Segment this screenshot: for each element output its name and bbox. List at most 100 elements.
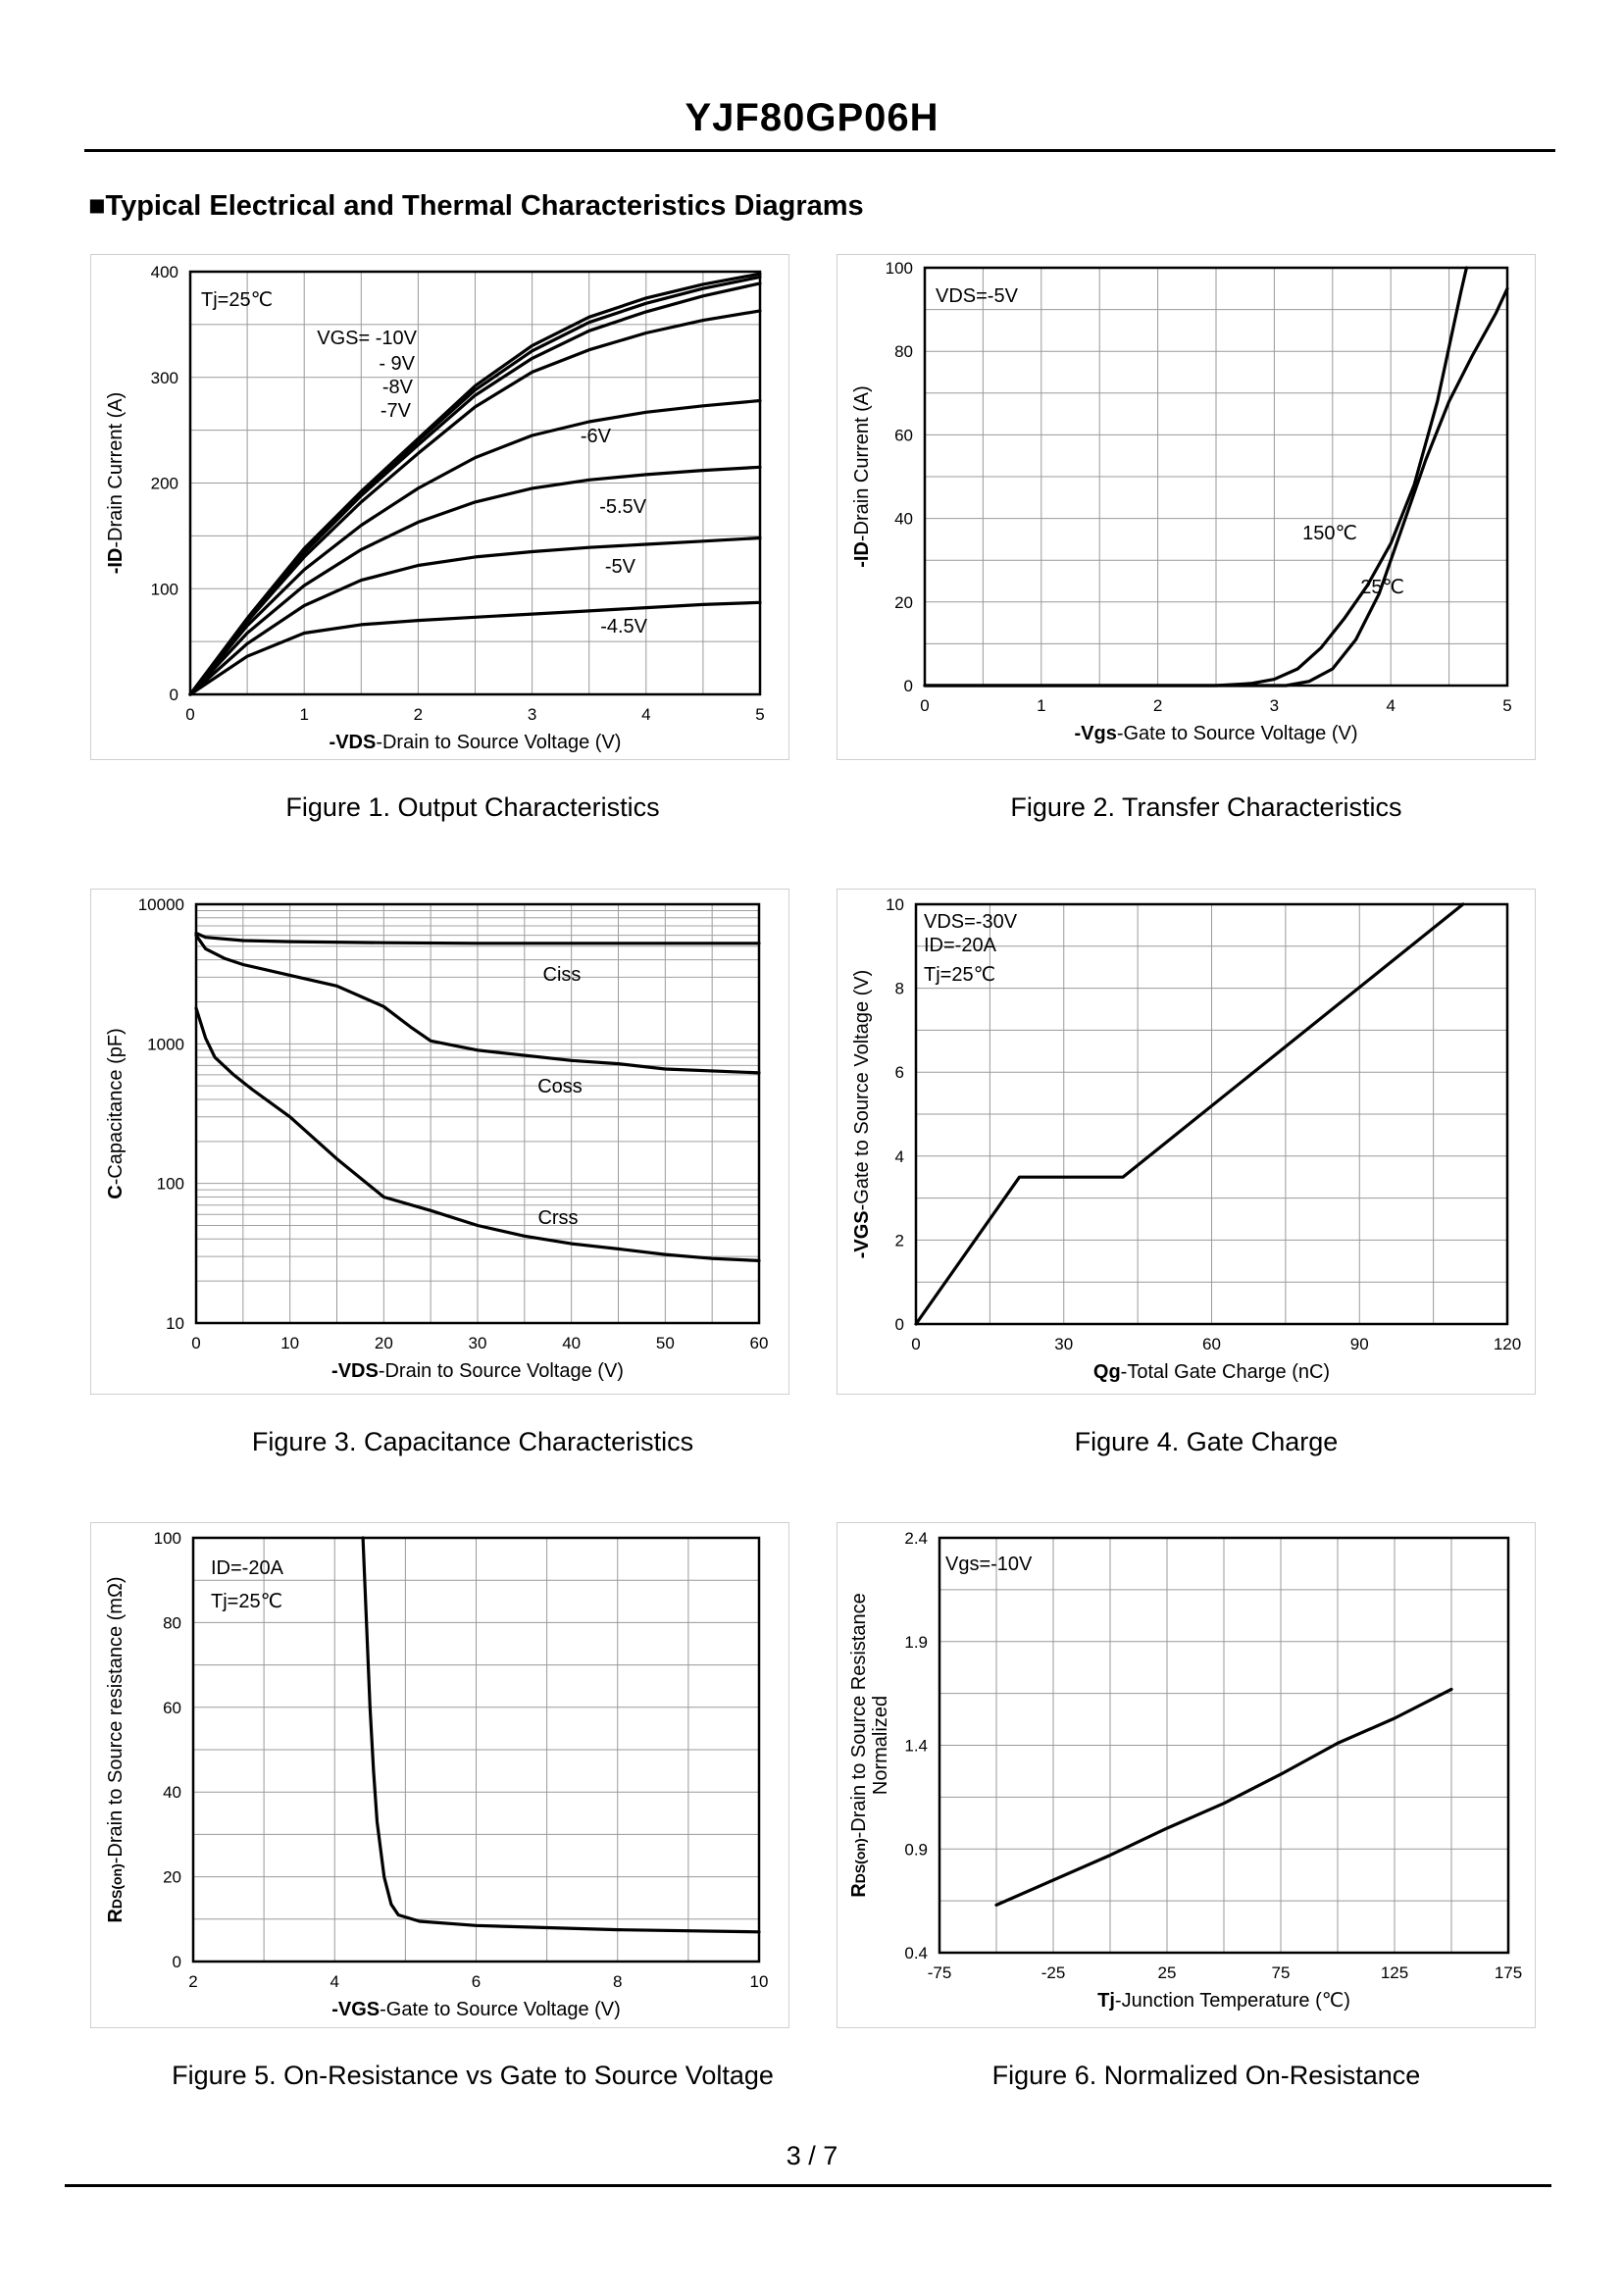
x-axis-label-text: -Drain to Source Voltage (V) [379, 1360, 624, 1382]
y-axis-label: -ID-Drain Current (A) [105, 392, 127, 575]
x-tick-label: 4 [1386, 696, 1395, 715]
chart-annotation: Vgs=-10V [945, 1554, 1033, 1575]
x-axis-label: -VGS-Gate to Source Voltage (V) [331, 1999, 621, 2020]
part-number-title: YJF80GP06H [685, 96, 939, 139]
series-line-25- [923, 286, 1509, 688]
chart-annotation: VDS=-5V [936, 285, 1019, 307]
y-axis-label-symbol: -ID [105, 548, 127, 575]
chart-annotation: ID=-20A [211, 1557, 284, 1579]
y-axis-label-symbol: R [848, 1883, 870, 1898]
x-tick-label: 50 [656, 1334, 675, 1352]
figure-2-caption: Figure 2. Transfer Characteristics [1010, 792, 1402, 822]
chart-annotation: -5V [605, 556, 636, 578]
x-tick-label: 0 [191, 1334, 200, 1352]
series-line-VGS--4.5V [188, 600, 762, 696]
y-tick-label: 0.4 [904, 1944, 928, 1963]
series-line-VGS--5.5V [188, 465, 762, 696]
x-tick-label: 5 [755, 705, 764, 724]
y-tick-label: 2 [895, 1231, 904, 1249]
figure-4-chart: 0 30 60 90 120 0 2 4 6 8 10 Qg-Total Gate Charge (n… [851, 895, 1521, 1383]
x-tick-label: 8 [613, 1972, 622, 1991]
x-tick-label: 5 [1502, 696, 1511, 715]
chart-annotation: -8V [382, 377, 414, 398]
y-axis-label-text: -Drain to Source Resistance [848, 1593, 870, 1838]
plot-area-frame [191, 1536, 761, 1963]
figure-4-panel: 0 30 60 90 120 0 2 4 6 8 10 Qg-Total Gate Charge (n… [837, 889, 1536, 1395]
x-tick-label: 2 [1153, 696, 1162, 715]
x-axis-label-symbol: -VGS [331, 1999, 380, 2020]
y-tick-label: 60 [163, 1699, 181, 1717]
chart-annotation: Coss [537, 1076, 583, 1097]
y-tick-label: 8 [895, 980, 904, 998]
x-axis-label-text: -Gate to Source Voltage (V) [1117, 723, 1358, 744]
chart-annotation: Crss [537, 1207, 578, 1229]
chart-annotation: 150℃ [1302, 523, 1357, 544]
figure-3-caption: Figure 3. Capacitance Characteristics [251, 1427, 694, 1456]
x-tick-label: 90 [1350, 1335, 1369, 1353]
x-tick-label: 0 [185, 705, 194, 724]
y-tick-label: 0.9 [904, 1840, 928, 1859]
x-tick-label: 0 [920, 696, 929, 715]
series-line-VGS--5V [188, 535, 762, 696]
figure-6-panel: -75 -25 25 75 125 175 0.4 0.9 1.4 1.9 2.4 Tj-Juncti… [837, 1522, 1536, 2028]
x-tick-label: 30 [1054, 1335, 1073, 1353]
x-tick-label: 120 [1494, 1335, 1521, 1353]
x-axis-label-symbol: Qg [1093, 1361, 1121, 1383]
y-axis-label: -ID-Drain Current (A) [851, 385, 873, 568]
plot-area-frame [938, 1536, 1510, 1955]
y-axis-label: RDS(on)-Drain to Source resistance (mΩ) [105, 1576, 127, 1922]
x-axis-label-symbol: -VDS [330, 732, 377, 753]
x-tick-label: 10 [750, 1972, 769, 1991]
y-tick-label: 20 [894, 593, 913, 612]
x-tick-label: 1 [1037, 696, 1045, 715]
figure-5-panel: 2 4 6 8 10 0 20 40 60 80 100 -VGS-Gate to Source Vo… [90, 1522, 789, 2028]
y-tick-label: 4 [895, 1147, 904, 1166]
series-line-Normalized-RDS-on- [994, 1687, 1453, 1907]
figure-1-chart: 0 1 2 3 4 5 0 100 200 300 400 -VDS-Drain to Source … [105, 263, 765, 753]
series-line-VGS--7V [188, 309, 762, 696]
series-line-VGS--8V [188, 281, 762, 696]
chart-annotation: Tj=25℃ [924, 964, 995, 986]
x-tick-label: 10 [280, 1334, 299, 1352]
plot-area-frame [188, 270, 762, 696]
y-tick-label: 80 [894, 342, 913, 361]
x-tick-label: 60 [750, 1334, 769, 1352]
chart-annotation: -4.5V [600, 616, 647, 637]
x-axis-label-text: -Total Gate Charge (nC) [1121, 1361, 1330, 1383]
y-tick-label: 0 [904, 677, 913, 695]
x-tick-label: 20 [375, 1334, 393, 1352]
x-axis-label: Qg-Total Gate Charge (nC) [1093, 1361, 1330, 1383]
x-tick-label: -25 [1041, 1963, 1066, 1982]
x-tick-label: 40 [562, 1334, 581, 1352]
series-line-RDS-on- [361, 1536, 761, 1934]
y-tick-label: 0 [895, 1315, 904, 1334]
figure-6-chart: -75 -25 25 75 125 175 0.4 0.9 1.4 1.9 2.4 Tj-Juncti… [848, 1529, 1522, 2012]
y-tick-label: 40 [894, 510, 913, 529]
y-tick-label: 1000 [147, 1035, 184, 1053]
y-tick-label: 10 [886, 895, 904, 914]
plot-area-frame [914, 902, 1509, 1326]
x-tick-label: 0 [911, 1335, 920, 1353]
x-axis-label: -Vgs-Gate to Source Voltage (V) [1074, 723, 1357, 744]
y-tick-label: 20 [163, 1868, 181, 1887]
y-tick-label: 2.4 [904, 1529, 928, 1548]
x-axis-label: Tj-Junction Temperature (℃) [1097, 1990, 1350, 2012]
y-tick-label: 1.9 [904, 1633, 928, 1652]
y-axis-label: -VGS-Gate to Source Voltage (V) [851, 970, 873, 1259]
y-tick-label: 6 [895, 1063, 904, 1082]
figure-3-chart: 0 10 20 30 40 50 60 10 100 1000 10000 -VDS-Drain to… [105, 895, 769, 1382]
x-tick-label: 2 [414, 705, 423, 724]
x-tick-label: 4 [641, 705, 650, 724]
y-axis-label-text: -Drain to Source resistance (mΩ) [105, 1576, 127, 1863]
x-tick-label: 3 [1270, 696, 1279, 715]
chart-annotation: 25℃ [1360, 577, 1404, 598]
x-axis-label-text: -Gate to Source Voltage (V) [380, 1999, 621, 2020]
y-tick-label: 10 [166, 1314, 184, 1333]
y-tick-label: 10000 [138, 895, 184, 914]
figure-4-caption: Figure 4. Gate Charge [1074, 1427, 1339, 1456]
chart-annotation: - 9V [379, 353, 415, 375]
figure-6-caption: Figure 6. Normalized On-Resistance [991, 2061, 1421, 2090]
series-line-VGS--6V [188, 398, 762, 696]
x-tick-label: 3 [528, 705, 536, 724]
